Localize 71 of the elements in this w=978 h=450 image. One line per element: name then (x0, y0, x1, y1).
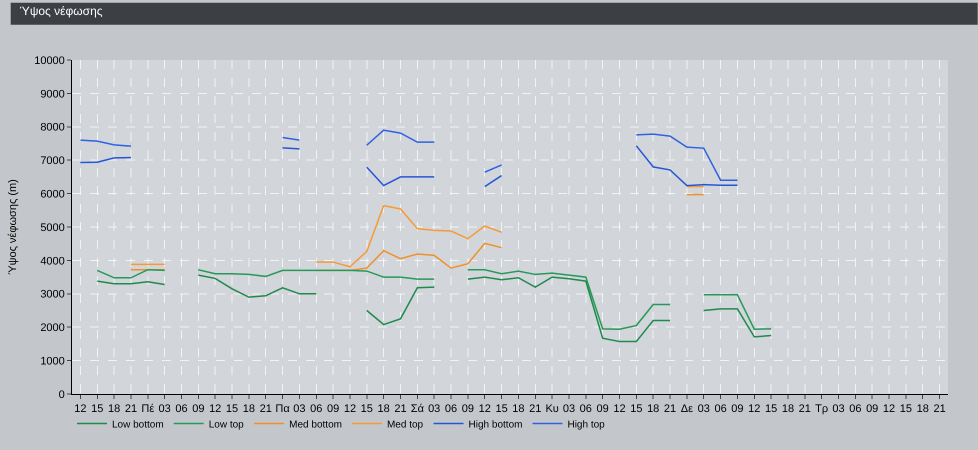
x-tick-label: Κυ (545, 403, 559, 416)
x-tick-label: 21 (798, 403, 811, 416)
x-tick-label: 03 (428, 403, 440, 416)
x-tick-label: Δε (680, 403, 694, 416)
x-tick-label: 21 (933, 403, 946, 416)
x-tick-label: 21 (664, 403, 676, 416)
x-tick-label: 06 (175, 403, 188, 416)
y-tick-label: 9000 (40, 88, 65, 100)
x-tick-label: 06 (310, 403, 322, 416)
x-tick-label: 18 (647, 403, 660, 416)
x-tick-label: 15 (91, 403, 104, 416)
x-tick-label: 15 (226, 403, 238, 416)
x-tick-label: 09 (326, 403, 340, 416)
x-tick-label: 15 (630, 403, 642, 416)
y-tick-label: 0 (58, 388, 65, 401)
y-tick-label: 7000 (40, 155, 65, 168)
legend-label: Med top (386, 419, 424, 430)
x-tick-label: 09 (462, 403, 474, 416)
y-tick-label: 3000 (40, 288, 65, 301)
x-tick-label: Τρ (815, 403, 828, 416)
y-tick-label: 10000 (34, 54, 65, 67)
x-tick-label: 06 (580, 403, 592, 416)
x-tick-label: 18 (242, 403, 256, 416)
y-tick-label: 2000 (40, 322, 65, 334)
y-axis-title: Ύψος νέφωσης (m) (6, 179, 19, 275)
x-tick-label: 12 (613, 403, 626, 416)
y-tick-label: 6000 (40, 188, 65, 200)
y-tick-label: 4000 (40, 255, 65, 268)
x-tick-label: 15 (360, 403, 373, 416)
x-tick-label: 15 (495, 403, 508, 416)
x-tick-label: 03 (698, 403, 710, 416)
x-tick-label: 09 (866, 403, 878, 416)
y-tick-label: 1000 (40, 355, 65, 368)
legend-label: Low top (208, 419, 244, 430)
x-tick-label: 21 (529, 403, 542, 416)
x-tick-label: 09 (731, 403, 744, 416)
x-tick-label: 15 (900, 403, 912, 416)
x-tick-label: Πα (275, 403, 290, 416)
legend-label: High top (567, 419, 606, 430)
x-tick-label: 12 (478, 403, 491, 416)
legend-label: High bottom (468, 419, 522, 430)
x-tick-label: 06 (444, 403, 458, 416)
legend-label: Low bottom (112, 419, 164, 430)
x-tick-label: 09 (596, 403, 609, 416)
x-tick-label: Πέ (141, 403, 154, 416)
x-tick-label: 12 (74, 403, 87, 416)
chart-title: Ύψος νέφωσης (20, 4, 103, 18)
x-tick-label: 21 (260, 403, 272, 416)
x-tick-label: 03 (293, 403, 306, 416)
x-tick-label: 21 (124, 403, 138, 416)
y-tick-label: 5000 (40, 222, 65, 234)
x-tick-label: 18 (512, 403, 525, 416)
x-tick-label: 21 (394, 403, 407, 416)
x-tick-label: 09 (192, 403, 204, 416)
x-tick-label: 06 (849, 403, 862, 416)
x-tick-label: 12 (748, 403, 760, 416)
x-tick-label: 03 (832, 403, 845, 416)
x-tick-label: 12 (344, 403, 356, 416)
legend-label: Med bottom (289, 419, 342, 430)
x-tick-label: 18 (782, 403, 794, 416)
y-tick-label: 8000 (40, 122, 65, 134)
x-tick-label: 12 (209, 403, 222, 416)
x-tick-label: 18 (378, 403, 390, 416)
x-tick-label: 03 (158, 403, 171, 416)
x-tick-label: 03 (562, 403, 576, 416)
x-tick-label: Σά (410, 403, 425, 416)
x-tick-label: 12 (882, 403, 896, 416)
x-tick-label: 18 (916, 403, 929, 416)
x-tick-label: 18 (108, 403, 120, 416)
x-tick-label: 06 (714, 403, 727, 416)
x-tick-label: 15 (764, 403, 778, 416)
